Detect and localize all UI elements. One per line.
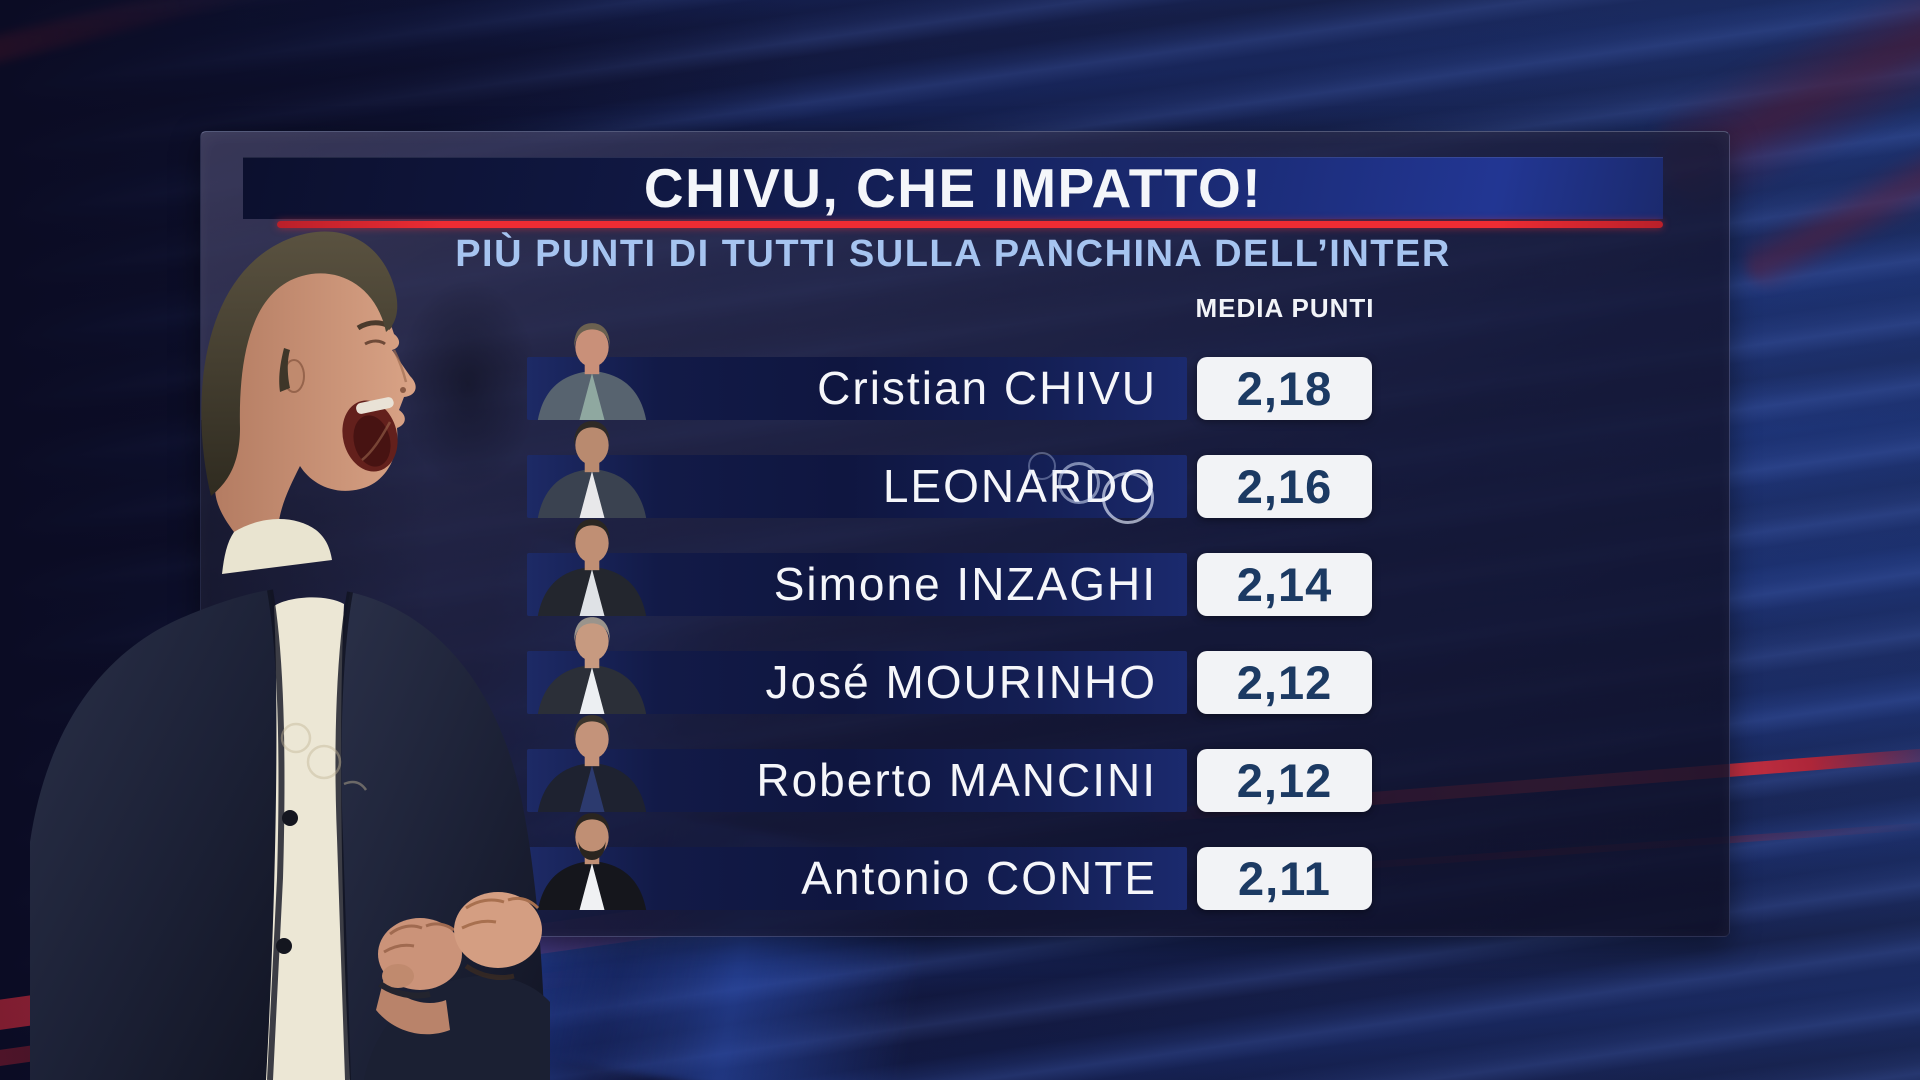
photo-jose-mourinho <box>537 617 647 714</box>
points-value: 2,12 <box>1236 656 1333 709</box>
column-header-media-punti: MEDIA PUNTI <box>1195 293 1375 323</box>
value-box: 2,12 <box>1197 651 1372 714</box>
bokeh-ring <box>1058 462 1100 504</box>
bokeh-ring <box>1102 472 1154 524</box>
table-row: Simone INZAGHI 2,14 <box>527 519 1372 616</box>
value-box: 2,18 <box>1197 357 1372 420</box>
bokeh-ring <box>1028 452 1056 480</box>
points-value: 2,14 <box>1236 558 1333 611</box>
coach-name: Roberto MANCINI <box>756 754 1157 806</box>
coach-name: Antonio CONTE <box>801 852 1157 904</box>
coach-name: Cristian CHIVU <box>817 362 1157 414</box>
photo-cristian-chivu <box>537 323 647 420</box>
coach-name: José MOURINHO <box>765 656 1157 708</box>
subtitle: PIÙ PUNTI DI TUTTI SULLA PANCHINA DELL’I… <box>455 233 1451 275</box>
value-box: 2,14 <box>1197 553 1372 616</box>
photo-simone-inzaghi <box>537 519 647 616</box>
points-value: 2,16 <box>1236 460 1333 513</box>
table-row: Antonio CONTE 2,11 <box>527 813 1372 910</box>
table-row: Cristian CHIVU 2,18 <box>527 323 1372 420</box>
page-title: CHIVU, CHE IMPATTO! <box>643 157 1263 219</box>
coach-name: Simone INZAGHI <box>773 558 1157 610</box>
table-row: Roberto MANCINI 2,12 <box>527 715 1372 812</box>
photo-leonardo <box>537 421 647 518</box>
points-value: 2,11 <box>1238 852 1331 905</box>
table-row: José MOURINHO 2,12 <box>527 617 1372 714</box>
chivu-foreground-photo <box>30 231 550 1080</box>
value-box: 2,16 <box>1197 455 1372 518</box>
table-row: LEONARDO 2,16 <box>527 421 1372 518</box>
photo-antonio-conte <box>537 813 647 910</box>
red-underline <box>277 221 1663 228</box>
points-value: 2,18 <box>1236 362 1333 415</box>
value-box: 2,11 <box>1197 847 1372 910</box>
title-bar: CHIVU, CHE IMPATTO! <box>243 157 1663 219</box>
photo-roberto-mancini <box>537 715 647 812</box>
points-value: 2,12 <box>1236 754 1333 807</box>
value-box: 2,12 <box>1197 749 1372 812</box>
